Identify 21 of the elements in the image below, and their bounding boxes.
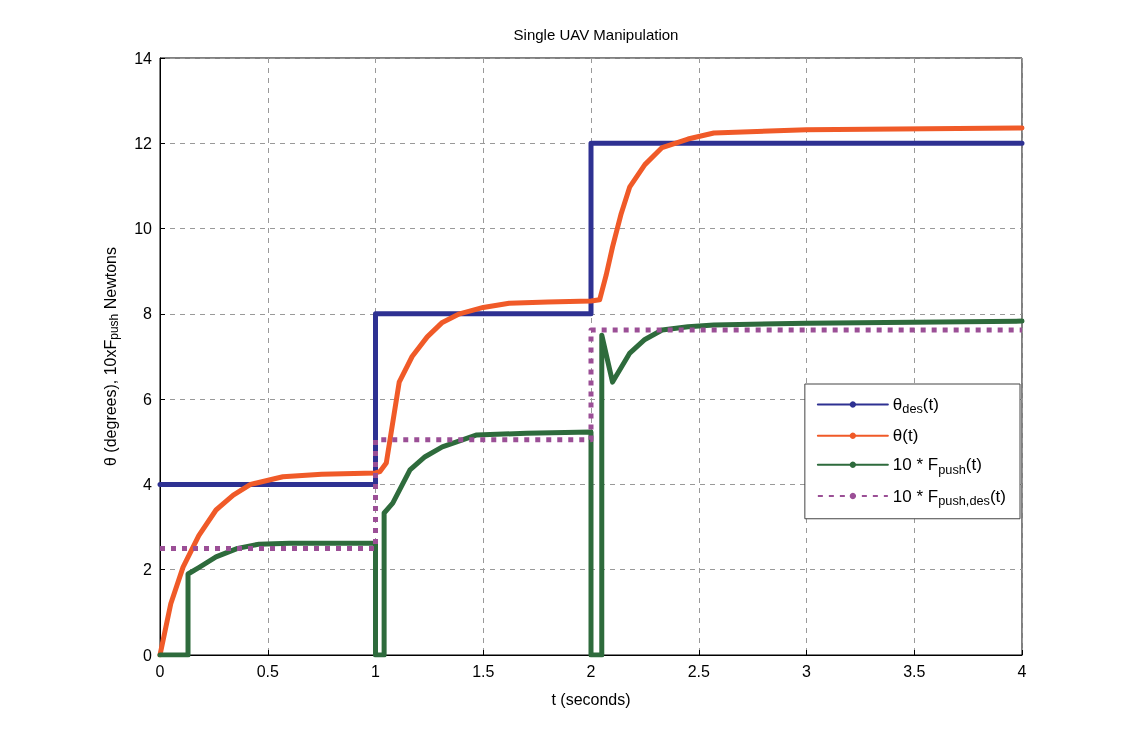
legend-label: θ(t) xyxy=(892,426,919,446)
x-tick-label: 0.5 xyxy=(256,662,279,680)
chart-title: Single UAV Manipulation xyxy=(513,26,679,43)
x-tick-label: 4 xyxy=(1017,662,1027,680)
y-tick-label: 4 xyxy=(143,475,153,493)
x-tick-label: 3.5 xyxy=(903,662,926,680)
y-tick-label: 2 xyxy=(143,561,153,579)
y-tick-label: 14 xyxy=(134,49,153,67)
x-tick-label: 2.5 xyxy=(687,662,710,680)
x-axis-title: t (seconds) xyxy=(551,690,631,708)
y-tick-label: 10 xyxy=(134,220,153,238)
x-tick-label: 2 xyxy=(586,662,596,680)
x-tick-label: 0 xyxy=(155,662,165,680)
y-axis-title: θ (degrees), 10xFpush Newtons xyxy=(101,247,121,466)
x-tick-label: 3 xyxy=(802,662,812,680)
y-tick-label: 0 xyxy=(143,646,153,664)
y-tick-label: 12 xyxy=(134,134,153,152)
y-tick-label: 6 xyxy=(143,390,153,408)
x-tick-label: 1.5 xyxy=(472,662,495,680)
y-tick-label: 8 xyxy=(143,305,153,323)
x-tick-label: 1 xyxy=(371,662,381,680)
